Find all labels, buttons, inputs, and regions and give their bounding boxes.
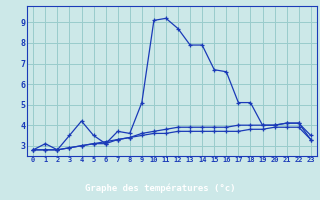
- Text: Graphe des températures (°c): Graphe des températures (°c): [85, 184, 235, 193]
